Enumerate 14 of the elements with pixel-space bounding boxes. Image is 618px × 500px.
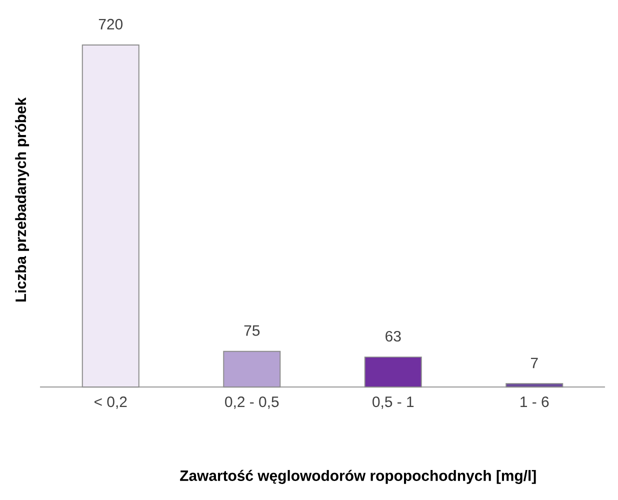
data-label: 63	[386, 330, 401, 342]
x-tick-label: 1 - 6	[520, 396, 549, 408]
x-tick-label: 0,5 - 1	[372, 396, 414, 409]
x-axis-title: Zawartość węglowodorów ropopochodnych [mg/l]	[180, 470, 536, 484]
data-label: 75	[244, 325, 260, 336]
bar	[82, 44, 140, 388]
x-tick-label: 0,2 - 0,5	[225, 396, 279, 409]
data-label: 720	[98, 18, 123, 30]
x-tick-label: < 0,2	[94, 396, 127, 409]
data-label: 7	[530, 358, 538, 368]
bar	[223, 350, 281, 388]
bar	[506, 383, 564, 388]
y-axis-title: Liczba przebadanych próbek	[14, 97, 30, 302]
bar	[364, 356, 422, 388]
